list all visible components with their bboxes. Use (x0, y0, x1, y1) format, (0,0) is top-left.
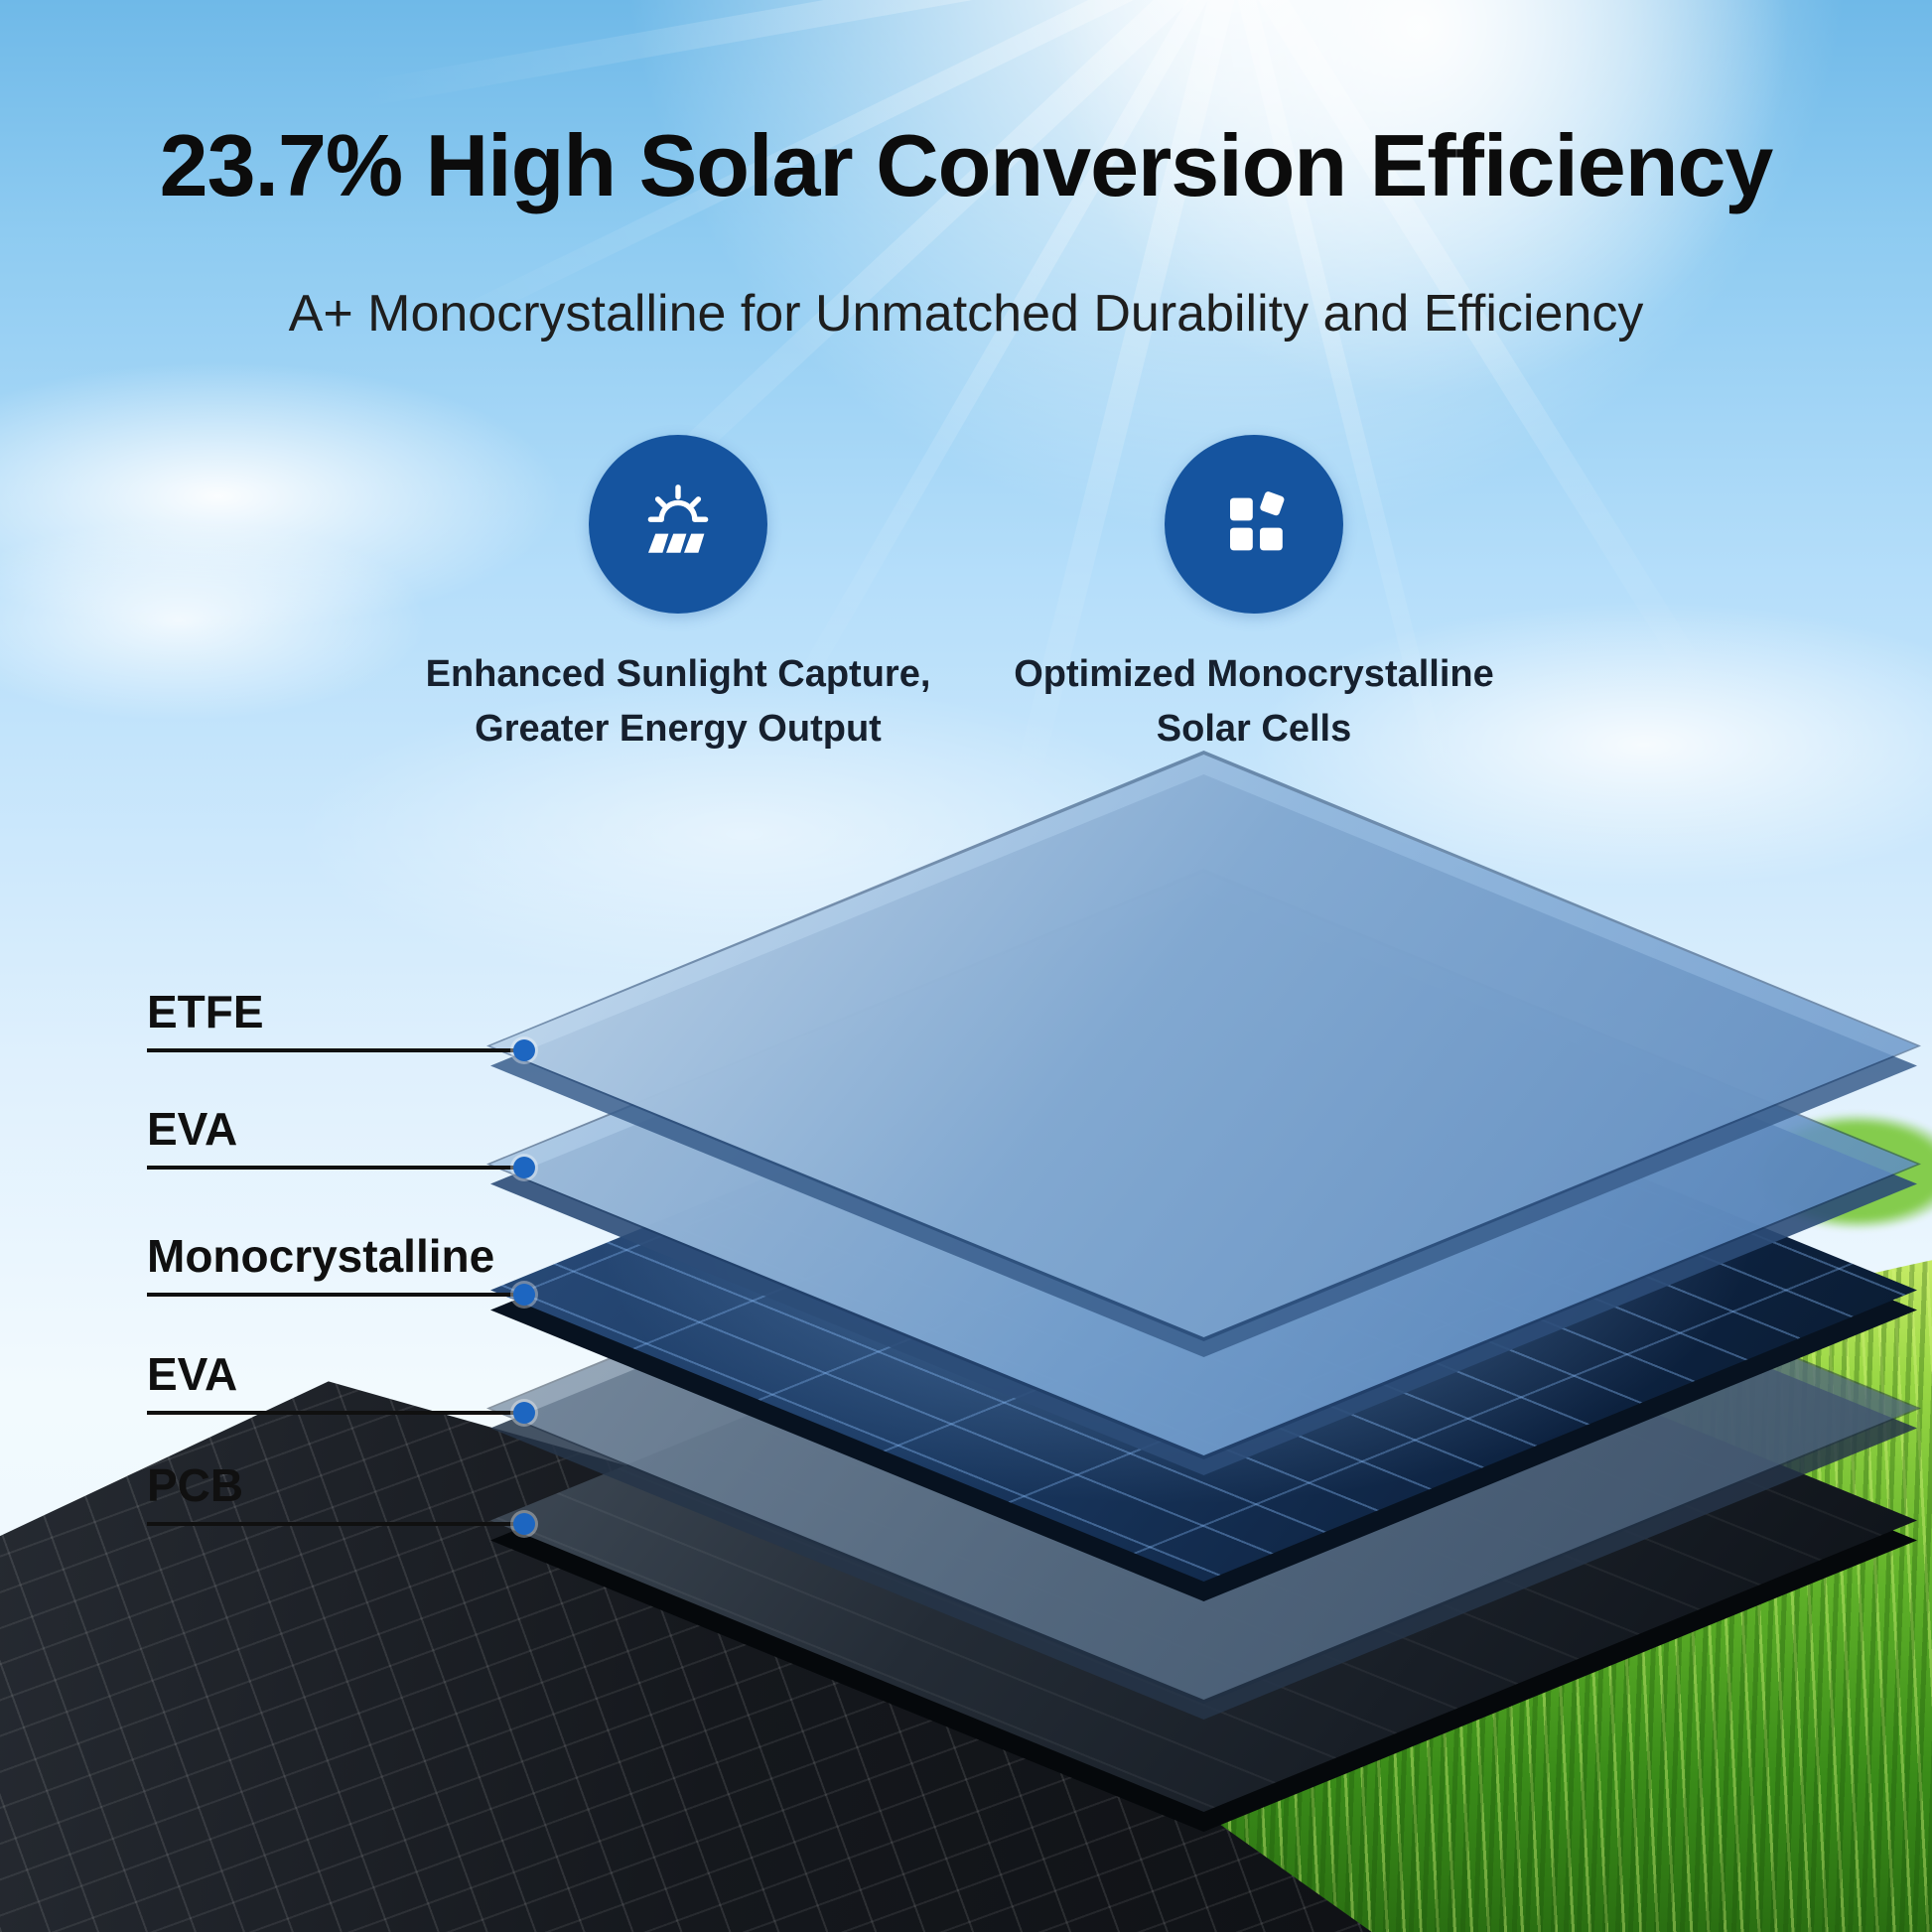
feature-caption: Optimized Monocrystalline Solar Cells (1014, 647, 1494, 757)
layer-label-eva-bottom: EVA (147, 1347, 535, 1424)
layer-label-text: EVA (147, 1103, 238, 1155)
page-title: 23.7% High Solar Conversion Efficiency (159, 116, 1774, 214)
feature-caption-line2: Solar Cells (1156, 708, 1352, 751)
feature-list: Enhanced Sunlight Capture, Greater Energ… (0, 435, 1932, 757)
leader-dot (513, 1513, 535, 1535)
monocrystalline-cells-icon (1165, 435, 1343, 614)
layer-etfe (486, 751, 1921, 1357)
layer-label-text: Monocrystalline (147, 1230, 495, 1282)
leader-dot (513, 1157, 535, 1178)
layer-label-etfe: ETFE (147, 985, 535, 1061)
feature-caption: Enhanced Sunlight Capture, Greater Energ… (426, 647, 931, 757)
layer-label-text: PCB (147, 1459, 244, 1511)
layer-label-eva-top: EVA (147, 1102, 535, 1178)
layer-label-text: ETFE (147, 986, 264, 1037)
leader-dot (513, 1039, 535, 1061)
feature-item-cells: Optimized Monocrystalline Solar Cells (996, 435, 1512, 757)
feature-caption-line1: Optimized Monocrystalline (1014, 653, 1494, 695)
page-subtitle: A+ Monocrystalline for Unmatched Durabil… (288, 285, 1644, 343)
sun-glare (1042, 0, 1797, 397)
layer-label-monocrystalline: Monocrystalline (147, 1229, 535, 1306)
feature-item-sunlight: Enhanced Sunlight Capture, Greater Energ… (420, 435, 936, 757)
layer-label-text: EVA (147, 1348, 238, 1400)
leader-dot (513, 1284, 535, 1306)
feature-caption-line1: Enhanced Sunlight Capture, (425, 653, 931, 695)
feature-caption-line2: Greater Energy Output (475, 708, 882, 751)
sun-over-solar-panel-icon (589, 435, 767, 614)
layer-label-pcb: PCB (147, 1458, 535, 1535)
leader-dot (513, 1402, 535, 1424)
